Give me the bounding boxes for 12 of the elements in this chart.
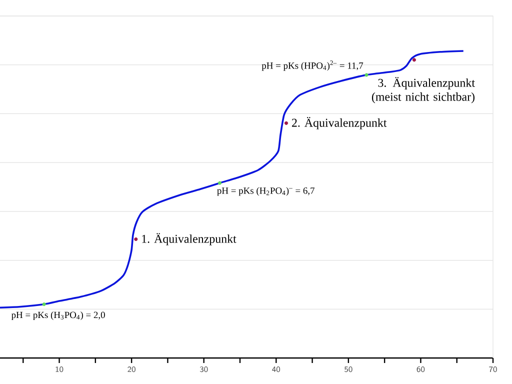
- point: [134, 237, 138, 241]
- annotation: 3. Äquivalenzpunkt (meist nicht sichtbar): [372, 77, 475, 104]
- annotation: pH = pKs (H$_{3}$PO$_{4}$) = 2,0: [11, 311, 105, 320]
- point: [284, 121, 288, 125]
- point: [412, 58, 416, 62]
- point: [364, 73, 368, 77]
- annotation: 1. Äquivalenzpunkt: [142, 233, 236, 246]
- annotation: 2. Äquivalenzpunkt: [292, 117, 387, 130]
- point: [42, 302, 46, 306]
- point: [218, 181, 222, 185]
- annotation: pH = pKs (H$_{2}$PO$_{4}$)$^{–}$ = 6,7: [217, 187, 315, 196]
- annotation: pH = pKs (HPO$_{4}$)$^{2–}$ = 11,7: [262, 60, 364, 71]
